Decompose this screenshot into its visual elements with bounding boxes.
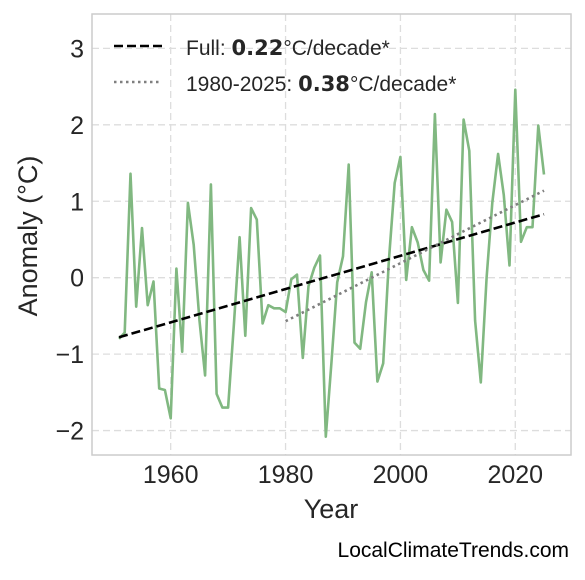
anomaly-series-line — [118, 88, 546, 439]
y-tick-label: −2 — [55, 418, 84, 446]
x-tick-label: 2000 — [373, 461, 429, 489]
series-layer — [118, 88, 546, 439]
x-tick-label: 1960 — [143, 461, 199, 489]
y-tick-label: 2 — [70, 112, 84, 140]
y-tick-label: 3 — [70, 35, 84, 63]
legend-recent-rate: 0.38 — [298, 72, 350, 96]
y-tick-label: −1 — [55, 341, 84, 369]
legend-recent-label: 1980-2025: 0.38°C/decade* — [186, 72, 456, 96]
x-axis-title: Year — [304, 494, 359, 524]
y-axis-title: Anomaly (°C) — [13, 156, 43, 317]
legend: Full: 0.22°C/decade* 1980-2025: 0.38°C/d… — [114, 36, 456, 96]
x-tick-label: 1980 — [258, 461, 314, 489]
legend-full-rate: 0.22 — [232, 36, 284, 60]
grid — [92, 14, 571, 455]
y-tick-label: 0 — [70, 265, 84, 293]
recent-trend-line — [285, 189, 545, 323]
full-trend-line — [118, 212, 545, 339]
legend-recent-unit: °C/decade* — [350, 73, 456, 96]
x-tick-label: 2020 — [487, 461, 543, 489]
legend-full-name: Full: — [186, 37, 232, 60]
legend-recent-name: 1980-2025: — [186, 73, 298, 96]
legend-full-label: Full: 0.22°C/decade* — [186, 36, 390, 60]
plot-frame — [91, 13, 572, 456]
site-credit: LocalClimateTrends.com — [337, 539, 569, 562]
tick-labels: 1960 1980 2000 2020 −2 −1 0 1 2 3 — [55, 35, 543, 489]
y-tick-label: 1 — [70, 188, 84, 216]
legend-full-unit: °C/decade* — [283, 37, 389, 60]
